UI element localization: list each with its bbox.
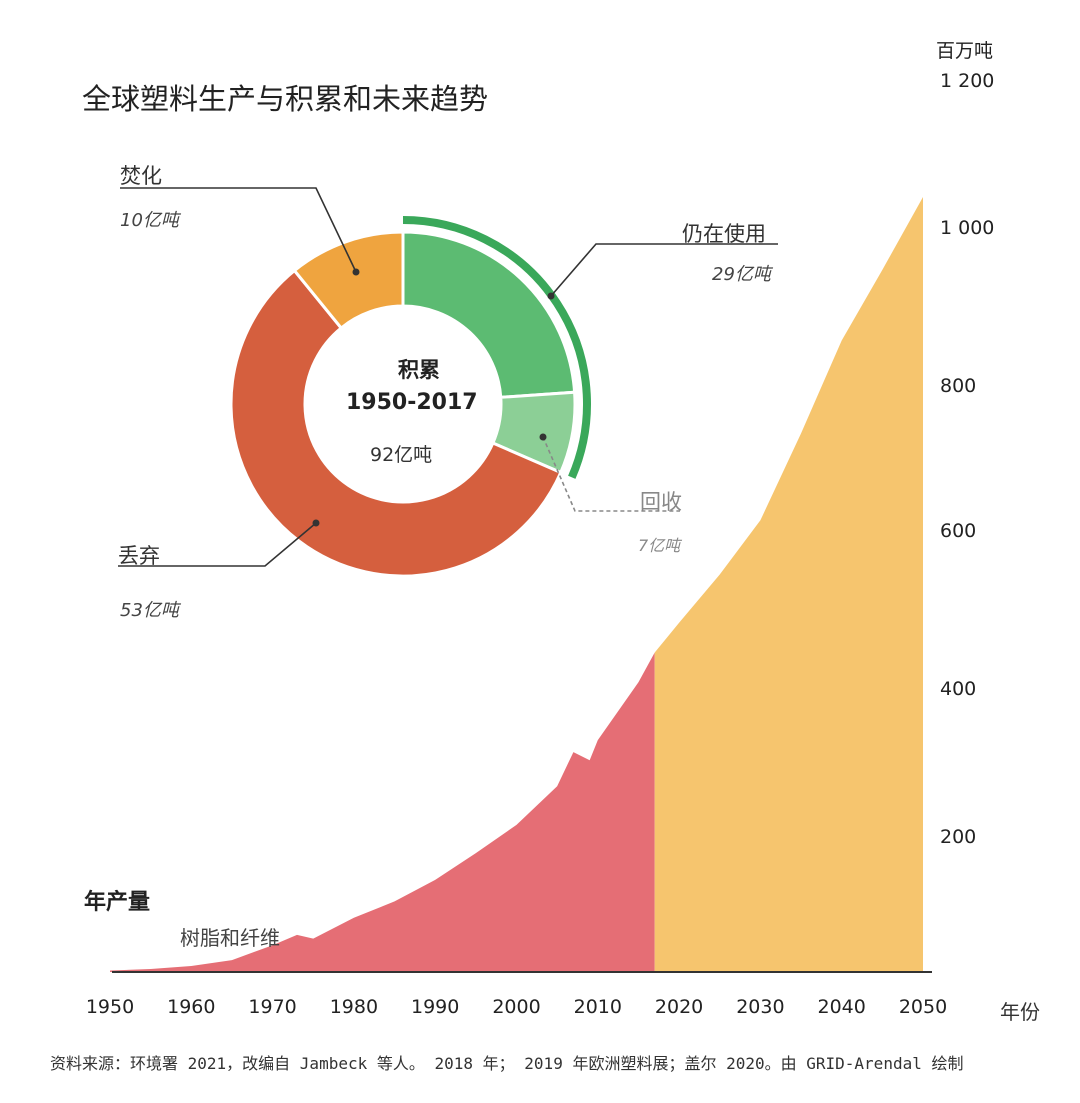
x-tick-label: 2010 (573, 996, 622, 1018)
leader-dot (312, 519, 320, 527)
y-tick-label: 600 (940, 520, 977, 542)
page-title: 全球塑料生产与积累和未来趋势 (82, 82, 489, 116)
donut-slice-0 (401, 230, 577, 399)
x-tick-label: 1980 (329, 996, 379, 1018)
leader-dot (547, 292, 555, 300)
donut-subtitle: 1950-2017 (346, 390, 478, 415)
value-in-use: 29亿吨 (712, 264, 771, 285)
y-tick-label: 200 (940, 826, 977, 848)
in-use-arc (402, 216, 591, 479)
leader-line (550, 243, 778, 297)
y-tick-label: 400 (940, 678, 977, 700)
y-tick-label: 800 (940, 375, 977, 397)
area-historical (110, 652, 655, 972)
x-tick-label: 2050 (898, 996, 948, 1018)
leader-line (118, 522, 317, 567)
value-recycled: 7亿吨 (638, 536, 681, 555)
donut-slice-3 (292, 230, 405, 331)
x-tick-label: 2000 (492, 996, 541, 1018)
x-tick-label: 1990 (411, 996, 460, 1018)
label-incinerated: 焚化 (120, 164, 162, 188)
leader-dot (352, 268, 360, 276)
y-tick-label: 1 000 (940, 217, 995, 239)
label-recycled: 回收 (640, 490, 682, 514)
y-axis-unit: 百万吨 (936, 40, 994, 62)
x-tick-label: 1960 (167, 996, 216, 1018)
label-discarded: 丢弃 (118, 544, 160, 568)
x-tick-label: 1950 (85, 996, 135, 1018)
area-title: 年产量 (84, 890, 151, 915)
area-subtitle: 树脂和纤维 (180, 926, 280, 950)
x-tick-label: 2030 (736, 996, 785, 1018)
value-discarded: 53亿吨 (120, 600, 179, 621)
leader-dot (539, 433, 547, 441)
y-tick-label: 1 200 (940, 70, 995, 92)
donut-title: 积累 (398, 358, 440, 382)
x-axis-label: 年份 (1000, 1000, 1040, 1024)
area-projected (654, 197, 923, 972)
x-tick-label: 1970 (248, 996, 297, 1018)
label-in-use: 仍在使用 (682, 222, 766, 246)
x-tick-label: 2020 (654, 996, 704, 1018)
donut-total: 92亿吨 (370, 444, 433, 466)
leader-line (542, 436, 680, 512)
leader-line (120, 187, 357, 273)
source-note: 资料来源：环境署 2021，改编自 Jambeck 等人。 2018 年； 20… (50, 1054, 964, 1073)
x-tick-label: 2040 (817, 996, 866, 1018)
value-incinerated: 10亿吨 (120, 210, 179, 231)
donut-slice-2 (229, 268, 563, 578)
